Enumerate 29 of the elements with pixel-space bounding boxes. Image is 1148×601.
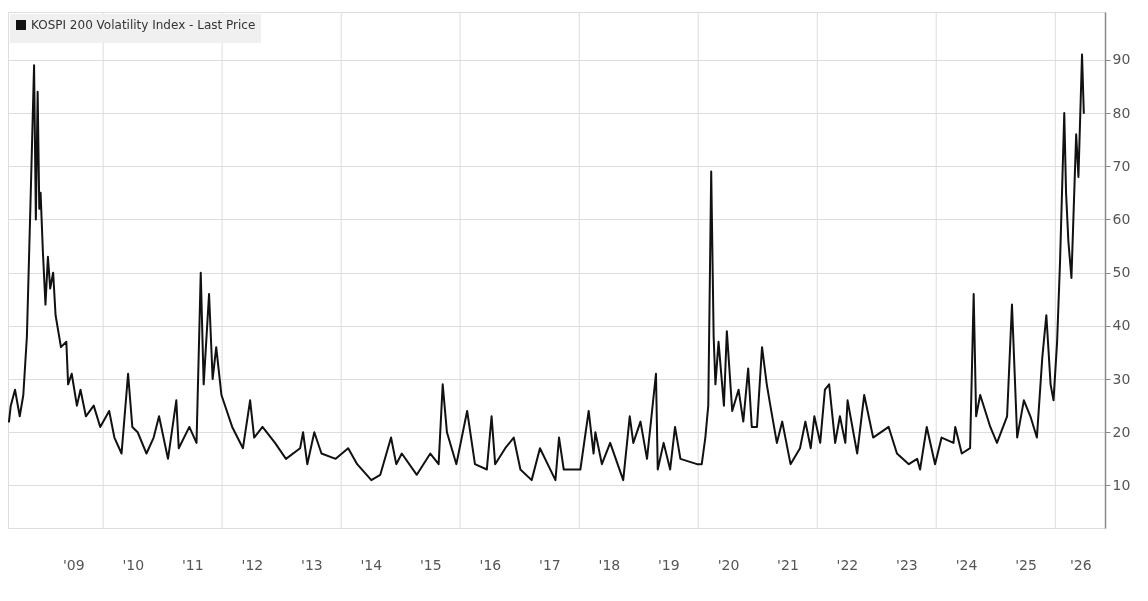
x-tick-label: '11 [181, 556, 204, 573]
legend-label: KOSPI 200 Volatility Index - Last Price [31, 18, 256, 32]
y-tick-label: 10 [1112, 476, 1131, 493]
y-tick-label: 40 [1112, 317, 1131, 334]
x-tick-label: '14 [360, 556, 383, 573]
y-tick-label: 50 [1112, 264, 1131, 281]
x-tick-label: '17 [539, 556, 561, 573]
x-tick-label: '26 [1069, 556, 1092, 573]
x-tick-label: '20 [717, 556, 740, 573]
x-tick-label: '23 [896, 556, 918, 573]
x-tick-label: '24 [955, 556, 978, 573]
x-tick-label: '25 [1015, 556, 1037, 573]
y-tick-label: 60 [1112, 210, 1131, 227]
y-tick-label: 30 [1112, 370, 1131, 387]
y-tick-label: 90 [1112, 51, 1131, 68]
x-tick-label: '21 [777, 556, 799, 573]
x-tick-label: '13 [301, 556, 323, 573]
y-tick-label: 70 [1112, 157, 1131, 174]
x-tick-label: '09 [63, 556, 85, 573]
y-tick-label: 20 [1112, 423, 1131, 440]
x-tick-label: '12 [241, 556, 264, 573]
x-tick-label: '18 [598, 556, 621, 573]
x-tick-label: '22 [836, 556, 859, 573]
x-tick-label: '16 [479, 556, 502, 573]
x-tick-label: '15 [419, 556, 442, 573]
x-tick-label: '10 [122, 556, 145, 573]
line-series [7, 53, 1085, 482]
x-tick-label: '19 [658, 556, 680, 573]
y-tick-label: 80 [1112, 104, 1131, 121]
